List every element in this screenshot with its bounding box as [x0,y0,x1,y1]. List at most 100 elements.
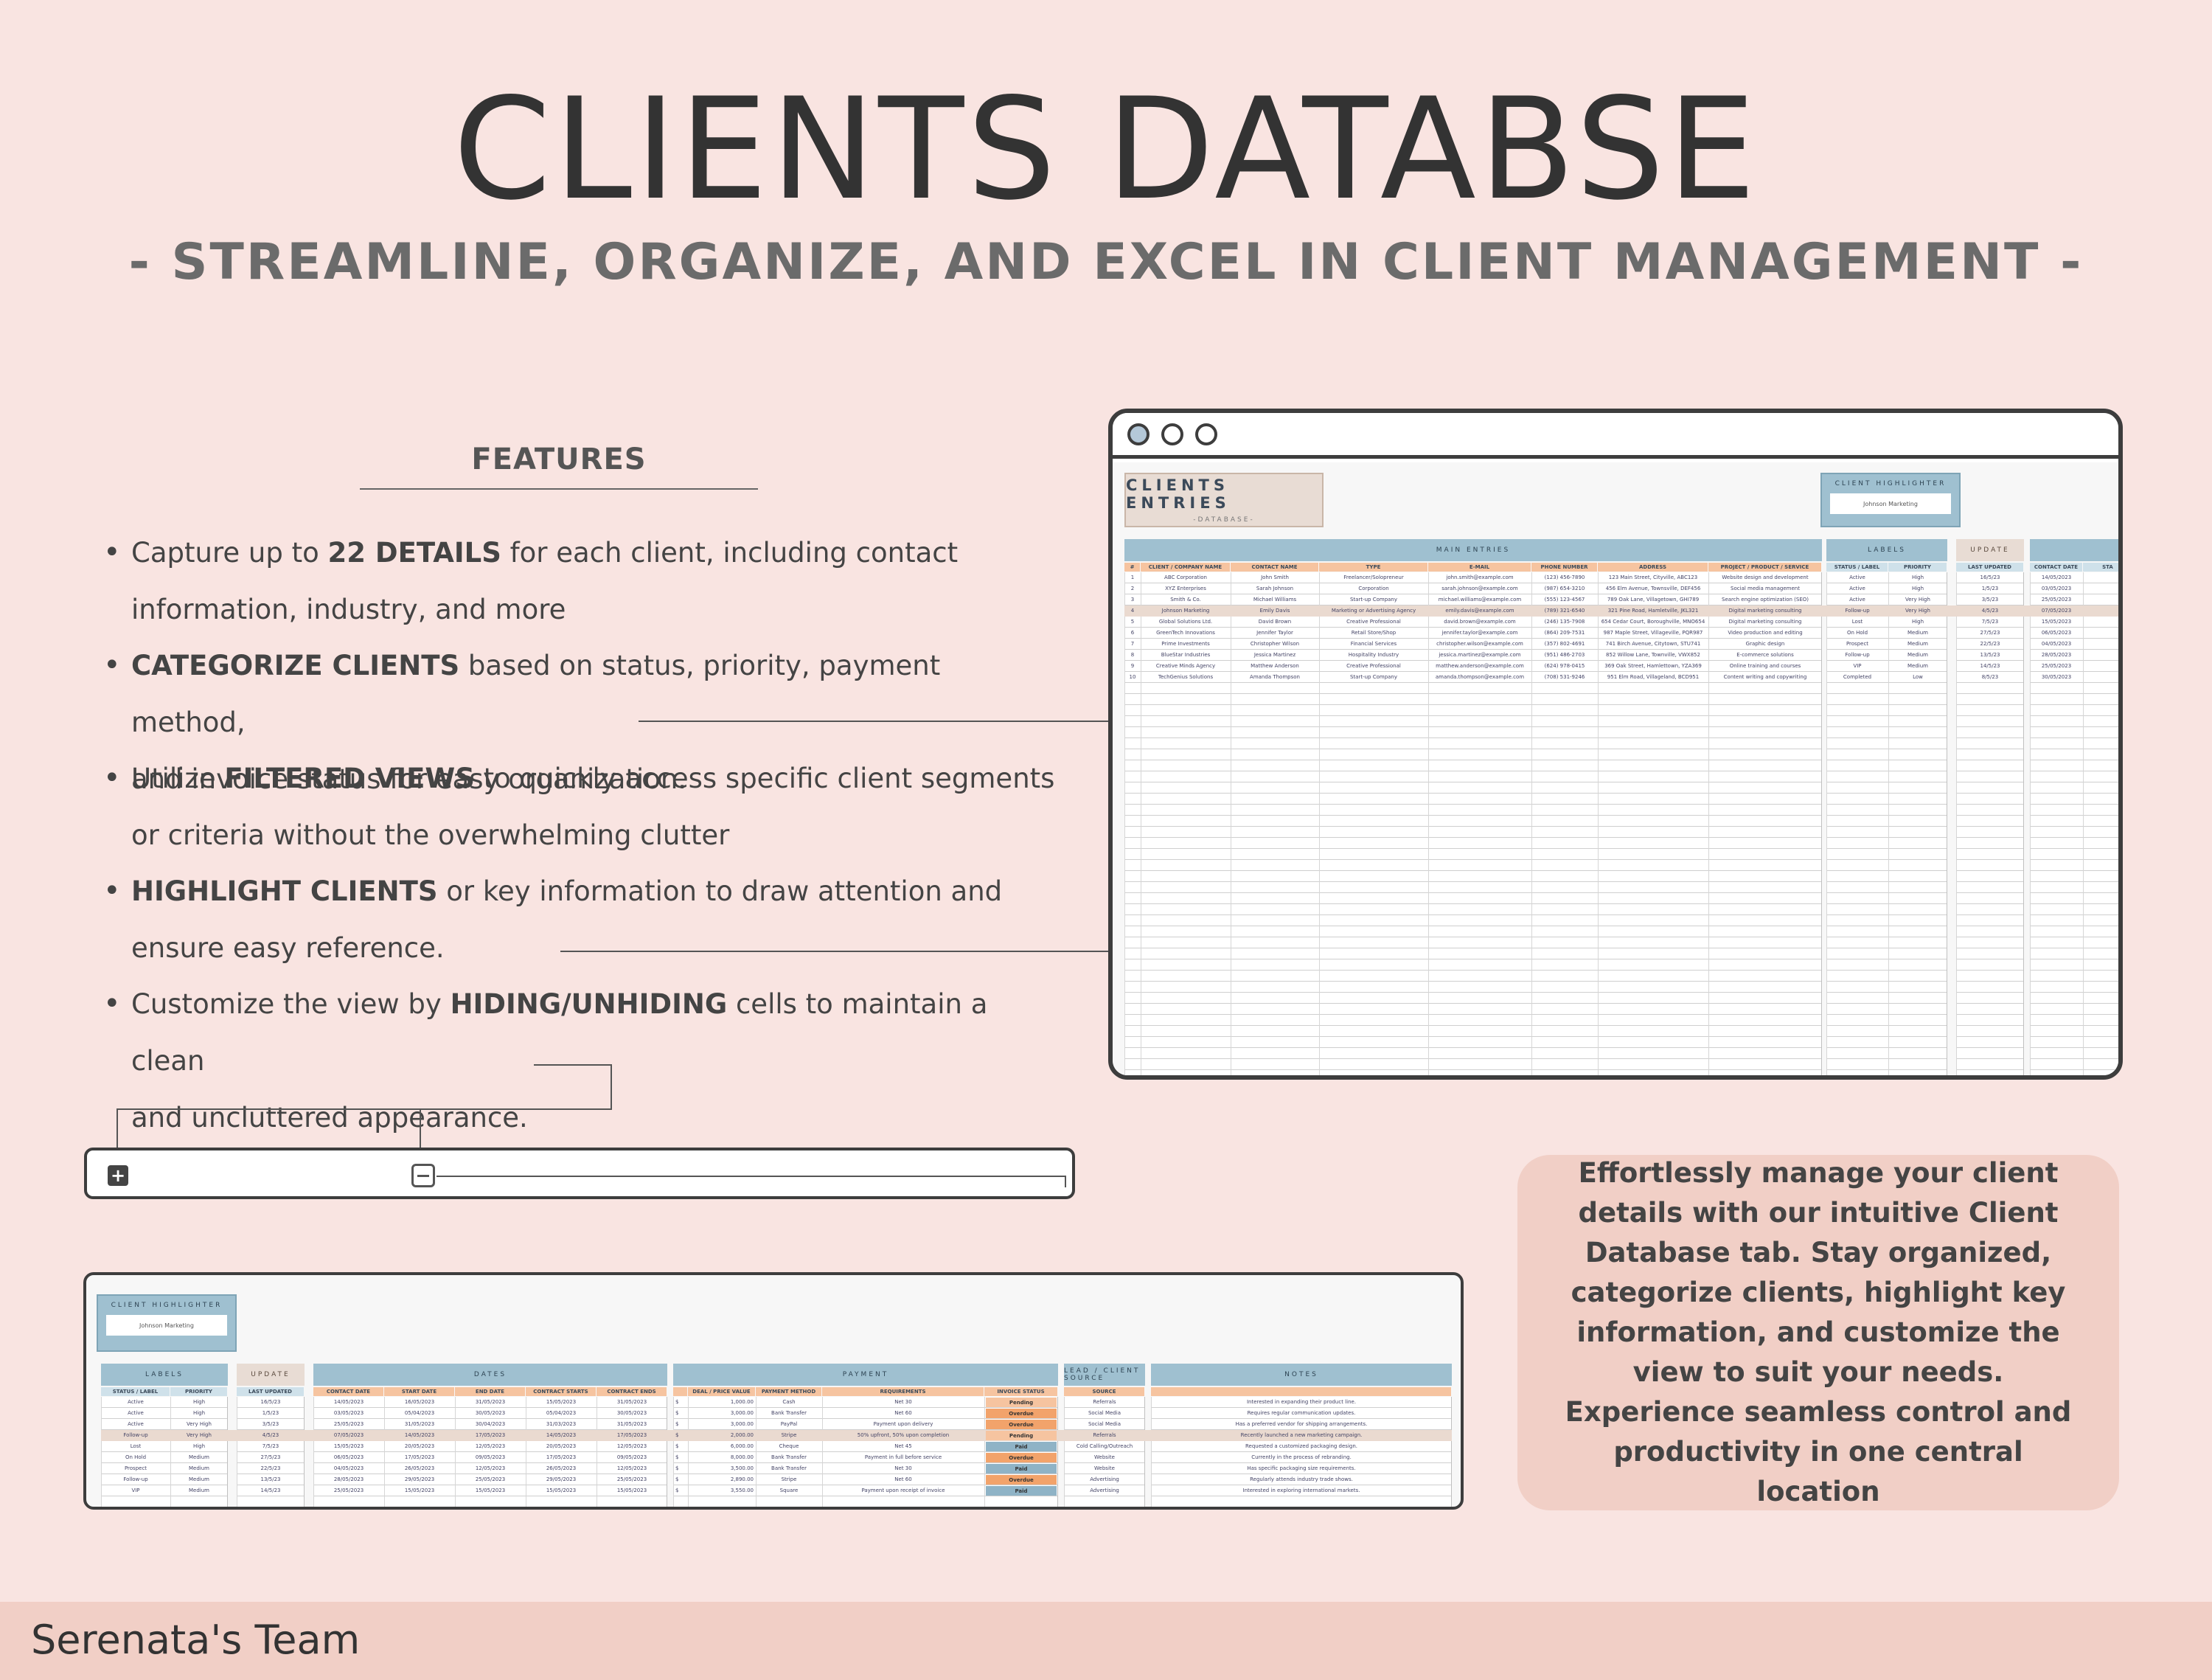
table-cell[interactable]: 8/5/23 [1981,674,1999,680]
table-cell[interactable]: 31/05/2023 [616,1399,647,1405]
column-header[interactable]: PAYMENT METHOD [756,1387,821,1396]
table-cell[interactable]: Net 30 [894,1465,912,1471]
table-cell[interactable]: Content writing and copywriting [1723,674,1807,680]
column-header[interactable]: PRIORITY [1888,563,1947,572]
table-cell[interactable]: 12/05/2023 [616,1443,647,1449]
table-cell[interactable]: Advertising [1090,1476,1119,1482]
table-cell[interactable]: Cold Calling/Outreach [1076,1443,1133,1449]
invoice-status-badge[interactable]: Pending [986,1398,1057,1407]
table-cell[interactable]: 3/5/23 [1981,597,1999,603]
table-cell[interactable]: BlueStar Industries [1161,652,1211,658]
table-cell[interactable]: Jessica Martinez [1253,652,1296,658]
table-cell[interactable]: 17/05/2023 [616,1432,647,1438]
table-cell[interactable]: Interested in expanding their product li… [1246,1399,1357,1405]
table-cell[interactable]: (246) 135-7908 [1544,619,1585,625]
table-cell[interactable]: 31/03/2023 [546,1421,577,1427]
table-cell[interactable]: High [192,1410,206,1416]
table-cell[interactable]: On Hold [125,1454,147,1460]
table-cell[interactable]: 31/05/2023 [475,1399,506,1405]
table-cell[interactable]: (864) 209-7531 [1544,630,1585,636]
table-cell[interactable]: Amanda Thompson [1250,674,1300,680]
table-cell[interactable]: Prime Investments [1161,641,1210,647]
table-cell[interactable]: $ [675,1465,679,1471]
table-cell[interactable]: 14/05/2023 [333,1399,364,1405]
table-cell[interactable]: Payment upon delivery [873,1421,933,1427]
table-cell[interactable]: Cheque [779,1443,799,1449]
table-cell[interactable]: David Brown [1258,619,1292,625]
table-cell[interactable]: Recently launched a new marketing campai… [1240,1432,1363,1438]
table-cell[interactable]: Medium [189,1465,209,1471]
table-cell[interactable]: Johnson Marketing [1161,608,1210,614]
column-header[interactable]: LAST UPDATED [1956,563,2023,572]
table-cell[interactable]: Net 60 [894,1410,912,1416]
table-cell[interactable]: 7/5/23 [1981,619,1999,625]
table-cell[interactable]: Active [128,1421,144,1427]
table-cell[interactable]: Creative Minds Agency [1155,663,1216,669]
table-cell[interactable]: 10 [1129,674,1136,680]
invoice-status-badge[interactable]: Overdue [986,1420,1057,1429]
table-cell[interactable]: 17/05/2023 [475,1432,506,1438]
table-cell[interactable]: $ [675,1410,679,1416]
column-header[interactable]: CONTACT DATE [313,1387,383,1396]
table-cell[interactable]: Financial Services [1350,641,1397,647]
table-cell[interactable]: (789) 321-6540 [1544,608,1585,614]
table-cell[interactable]: 1 [1130,575,1135,580]
table-cell[interactable]: 17/05/2023 [404,1454,435,1460]
table-cell[interactable]: 25/05/2023 [2041,597,2072,603]
table-cell[interactable]: 29/05/2023 [546,1476,577,1482]
table-cell[interactable]: 3 [1130,597,1135,603]
column-header[interactable]: STATUS / LABEL [1826,563,1888,572]
table-cell[interactable]: Jennifer Taylor [1256,630,1293,636]
table-cell[interactable]: 3/5/23 [262,1421,279,1427]
table-cell[interactable]: (555) 123-4567 [1544,597,1585,603]
table-cell[interactable]: 951 Elm Road, Villageland, BCD951 [1607,674,1700,680]
table-cell[interactable]: PayPal [780,1421,798,1427]
table-cell[interactable]: Medium [189,1476,209,1482]
table-cell[interactable]: 31/05/2023 [616,1421,647,1427]
column-header[interactable] [673,1387,687,1396]
table-cell[interactable]: Stripe [781,1476,797,1482]
table-cell[interactable]: 12/05/2023 [616,1465,647,1471]
client-highlighter-select[interactable]: Johnson Marketing [1830,493,1951,514]
table-cell[interactable]: Graphic design [1745,641,1785,647]
invoice-status-badge[interactable]: Overdue [986,1475,1057,1485]
invoice-status-badge[interactable]: Paid [986,1486,1057,1496]
table-cell[interactable]: Social media management [1731,586,1800,591]
table-cell[interactable]: 26/05/2023 [546,1465,577,1471]
table-cell[interactable]: High [1911,575,1924,580]
column-header[interactable]: START DATE [384,1387,454,1396]
table-cell[interactable]: Advertising [1090,1488,1119,1493]
table-cell[interactable]: John Smith [1261,575,1289,580]
table-cell[interactable]: john.smith@example.com [1446,575,1514,580]
table-cell[interactable]: 25/05/2023 [2041,663,2072,669]
table-cell[interactable]: High [1911,619,1924,625]
table-cell[interactable]: 28/05/2023 [333,1476,364,1482]
table-cell[interactable]: michael.williams@example.com [1438,597,1522,603]
table-cell[interactable]: Medium [1907,641,1928,647]
table-cell[interactable]: Christopher Wilson [1250,641,1300,647]
table-cell[interactable]: Hospitality Industry [1348,652,1399,658]
column-header[interactable]: CONTRACT STARTS [526,1387,596,1396]
table-cell[interactable]: (951) 486-2703 [1544,652,1585,658]
expand-plus-icon[interactable]: + [108,1165,128,1186]
table-cell[interactable]: Creative Professional [1346,619,1401,625]
table-cell[interactable]: Video production and editing [1728,630,1803,636]
column-header[interactable]: SOURCE [1064,1387,1144,1396]
table-cell[interactable]: 15/05/2023 [333,1443,364,1449]
table-cell[interactable]: 22/5/23 [260,1465,281,1471]
table-cell[interactable]: 3,000.00 [730,1421,754,1427]
table-cell[interactable]: Bank Transfer [771,1465,807,1471]
table-cell[interactable]: (708) 531-9246 [1544,674,1585,680]
table-cell[interactable]: 07/05/2023 [2041,608,2072,614]
table-cell[interactable]: Smith & Co. [1170,597,1201,603]
table-cell[interactable]: 6,000.00 [730,1443,754,1449]
table-cell[interactable]: 25/05/2023 [475,1476,506,1482]
column-header[interactable]: # [1124,563,1140,572]
table-cell[interactable]: 7/5/23 [262,1443,279,1449]
invoice-status-badge[interactable]: Pending [986,1431,1057,1440]
table-cell[interactable]: Digital marketing consulting [1728,619,1802,625]
table-cell[interactable]: 789 Oak Lane, Villagetown, GHI789 [1607,597,1700,603]
table-cell[interactable]: Digital marketing consulting [1728,608,1802,614]
window-control-dot[interactable] [1195,423,1217,445]
table-cell[interactable]: (987) 654-3210 [1544,586,1585,591]
